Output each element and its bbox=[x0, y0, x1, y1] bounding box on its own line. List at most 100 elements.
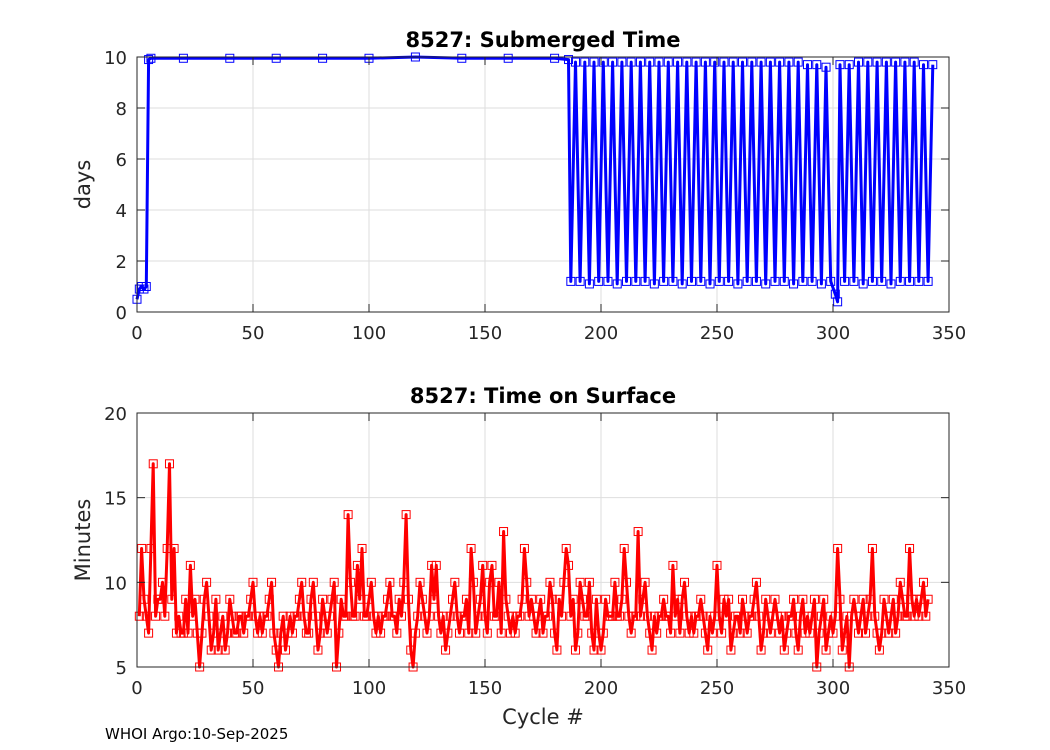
surface-data-marker bbox=[821, 645, 831, 655]
surface-data-marker bbox=[916, 594, 926, 604]
submerged-data-marker bbox=[654, 57, 664, 67]
surface-data-marker bbox=[494, 577, 504, 587]
surface-data-marker bbox=[877, 628, 887, 638]
surface-data-marker bbox=[758, 628, 768, 638]
surface-data-marker bbox=[742, 628, 752, 638]
surface-data-marker bbox=[199, 594, 209, 604]
submerged-series-line bbox=[135, 55, 935, 304]
surface-data-marker bbox=[313, 645, 323, 655]
surface-data-marker bbox=[482, 628, 492, 638]
surface-data-marker bbox=[190, 594, 200, 604]
surface-data-marker bbox=[343, 510, 353, 520]
surface-data-marker bbox=[485, 577, 495, 587]
surface-data-marker bbox=[735, 628, 745, 638]
surface-data-marker bbox=[325, 611, 335, 621]
surface-data-marker bbox=[278, 611, 288, 621]
surface-data-marker bbox=[675, 628, 685, 638]
surface-data-marker bbox=[837, 645, 847, 655]
submerged-data-marker bbox=[144, 55, 154, 65]
surface-data-marker bbox=[468, 577, 478, 587]
surface-data-marker bbox=[700, 628, 710, 638]
x-tick-label: 100 bbox=[352, 323, 386, 344]
submerged-data-marker bbox=[761, 279, 771, 289]
surface-data-marker bbox=[390, 611, 400, 621]
surface-data-marker bbox=[805, 628, 815, 638]
surface-data-marker bbox=[211, 594, 221, 604]
surface-data-marker bbox=[617, 594, 627, 604]
submerged-data-marker bbox=[863, 57, 873, 67]
surface-data-marker bbox=[454, 628, 464, 638]
surface-data-marker bbox=[417, 594, 427, 604]
surface-data-marker bbox=[371, 628, 381, 638]
surface-data-marker bbox=[141, 611, 151, 621]
surface-data-marker bbox=[902, 611, 912, 621]
surface-data-marker bbox=[246, 594, 256, 604]
submerged-data-marker bbox=[881, 57, 891, 67]
surface-data-marker bbox=[327, 594, 337, 604]
surface-data-marker bbox=[793, 645, 803, 655]
surface-data-marker bbox=[791, 628, 801, 638]
submerged-data-marker bbox=[677, 279, 687, 289]
surface-data-marker bbox=[192, 628, 202, 638]
surface-data-marker bbox=[529, 611, 539, 621]
surface-data-marker bbox=[225, 594, 235, 604]
surface-data-marker bbox=[842, 611, 852, 621]
surface-data-marker bbox=[269, 628, 279, 638]
surface-data-marker bbox=[749, 594, 759, 604]
surface-data-marker bbox=[649, 611, 659, 621]
surface-data-marker bbox=[355, 594, 365, 604]
surface-data-marker bbox=[858, 594, 868, 604]
surface-data-marker bbox=[471, 628, 481, 638]
surface-data-marker bbox=[499, 527, 509, 537]
y-tick-label: 2 bbox=[116, 252, 127, 273]
surface-data-marker bbox=[438, 611, 448, 621]
submerged-data-marker bbox=[603, 276, 613, 286]
surface-data-marker bbox=[645, 628, 655, 638]
surface-data-marker bbox=[452, 611, 462, 621]
surface-data-marker bbox=[487, 560, 497, 570]
surface-data-marker bbox=[248, 577, 258, 587]
submerged-data-marker bbox=[854, 57, 864, 67]
submerged-data-marker bbox=[742, 276, 752, 286]
surface-data-marker bbox=[921, 611, 931, 621]
surface-data-marker bbox=[311, 611, 321, 621]
surface-data-marker bbox=[728, 628, 738, 638]
submerged-data-marker bbox=[594, 276, 604, 286]
surface-data-marker bbox=[564, 560, 574, 570]
surface-data-marker bbox=[872, 628, 882, 638]
submerged-data-marker bbox=[751, 276, 761, 286]
surface-data-marker bbox=[441, 645, 451, 655]
surface-data-marker bbox=[357, 543, 367, 553]
submerged-data-marker bbox=[318, 53, 328, 63]
surface-data-marker bbox=[772, 611, 782, 621]
surface-data-marker bbox=[561, 543, 571, 553]
surface-data-marker bbox=[373, 611, 383, 621]
submerged-data-marker bbox=[550, 53, 560, 63]
surface-data-marker bbox=[918, 577, 928, 587]
submerged-data-marker bbox=[575, 276, 585, 286]
surface-data-marker bbox=[826, 611, 836, 621]
surface-data-marker bbox=[816, 611, 826, 621]
surface-data-marker bbox=[782, 628, 792, 638]
submerged-data-marker bbox=[710, 57, 720, 67]
submerged-data-marker bbox=[503, 53, 513, 63]
x-tick-label: 50 bbox=[242, 323, 265, 344]
surface-data-marker bbox=[719, 594, 729, 604]
surface-data-marker bbox=[554, 594, 564, 604]
submerged-data-marker bbox=[858, 279, 868, 289]
surface-data-marker bbox=[828, 628, 838, 638]
surface-data-marker bbox=[292, 611, 302, 621]
surface-data-marker bbox=[181, 594, 191, 604]
submerged-data-marker bbox=[686, 276, 696, 286]
surface-data-marker bbox=[912, 594, 922, 604]
surface-data-marker bbox=[209, 628, 219, 638]
submerged-data-marker bbox=[622, 276, 632, 286]
surface-data-marker bbox=[158, 577, 168, 587]
surface-data-marker bbox=[383, 594, 393, 604]
submerged-data-marker bbox=[640, 276, 650, 286]
surface-data-marker bbox=[860, 628, 870, 638]
submerged-data-marker bbox=[705, 279, 715, 289]
surface-data-marker bbox=[668, 560, 678, 570]
surface-data-marker bbox=[413, 611, 423, 621]
surface-data-marker bbox=[239, 628, 249, 638]
